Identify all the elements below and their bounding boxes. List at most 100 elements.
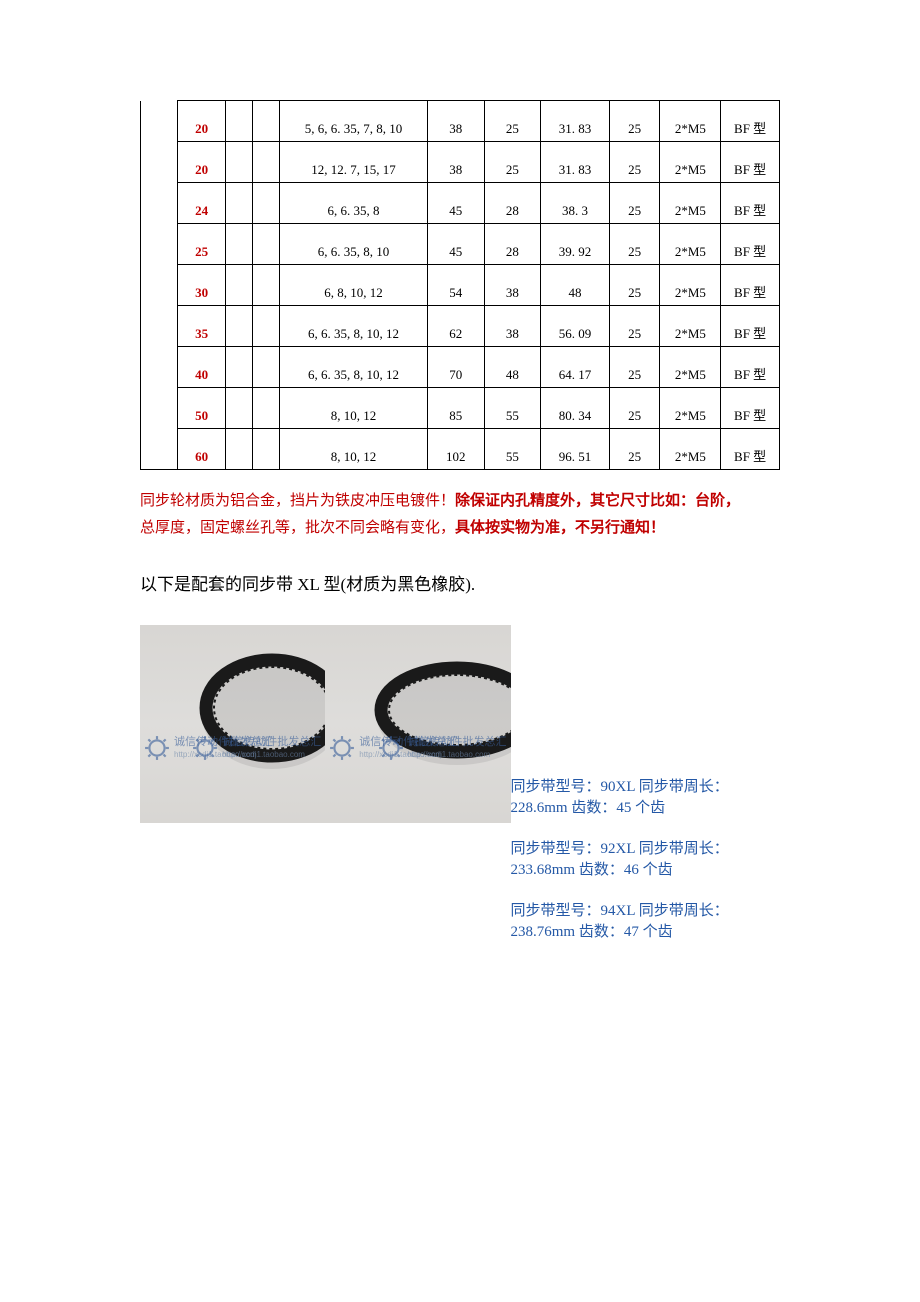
- table-row: 508, 10, 12855580. 34252*M5BF 型: [141, 388, 780, 429]
- col-d3: 96. 51: [541, 429, 610, 470]
- col-d1: 70: [427, 347, 484, 388]
- col-screw: 2*M5: [660, 265, 721, 306]
- col-type: BF 型: [721, 306, 780, 347]
- col-type: BF 型: [721, 347, 780, 388]
- belt-image-row: 诚信传动件批发总汇http://xcdj1.taobao.com 诚信传动件批发…: [140, 625, 780, 961]
- col-d3: 80. 34: [541, 388, 610, 429]
- spacer-cell: [253, 265, 280, 306]
- col-d3: 56. 09: [541, 306, 610, 347]
- teeth-count: 24: [177, 183, 226, 224]
- table-row: 406, 6. 35, 8, 10, 12704864. 17252*M5BF …: [141, 347, 780, 388]
- belt-spec-line: 同步带型号：94XL 同步带周长： 238.76mm 齿数：47 个齿: [511, 899, 780, 941]
- spacer-cell: [141, 429, 178, 470]
- note-bold: 具体按实物为准，不另行通知！: [455, 520, 665, 536]
- col-d4: 25: [609, 265, 660, 306]
- gear-icon: [192, 735, 218, 761]
- col-d2: 38: [484, 306, 541, 347]
- col-d3: 39. 92: [541, 224, 610, 265]
- table-row: 246, 6. 35, 8452838. 3252*M5BF 型: [141, 183, 780, 224]
- bore-sizes: 6, 8, 10, 12: [280, 265, 428, 306]
- bore-sizes: 8, 10, 12: [280, 388, 428, 429]
- belt-heading: 以下是配套的同步带 XL 型(材质为黑色橡胶).: [140, 570, 780, 595]
- table-row: 306, 8, 10, 12543848252*M5BF 型: [141, 265, 780, 306]
- teeth-count: 20: [177, 142, 226, 183]
- belt-spec-line: 同步带型号：92XL 同步带周长： 233.68mm 齿数：46 个齿: [511, 837, 780, 879]
- col-d2: 55: [484, 429, 541, 470]
- bore-sizes: 6, 6. 35, 8, 10, 12: [280, 347, 428, 388]
- spacer-cell: [226, 306, 253, 347]
- spacer-cell: [141, 142, 178, 183]
- col-d2: 25: [484, 142, 541, 183]
- spacer-cell: [141, 347, 178, 388]
- gear-icon: [144, 735, 170, 761]
- watermark: 诚信传动件批发总汇http://xcdj1.taobao.com: [192, 735, 321, 761]
- teeth-count: 35: [177, 306, 226, 347]
- table-row: 2012, 12. 7, 15, 17382531. 83252*M5BF 型: [141, 142, 780, 183]
- spacer-cell: [253, 429, 280, 470]
- watermark-text: 诚信传动件批发总汇http://xcdj1.taobao.com: [408, 736, 507, 760]
- col-screw: 2*M5: [660, 306, 721, 347]
- col-d1: 85: [427, 388, 484, 429]
- watermark-text: 诚信传动件批发总汇http://xcdj1.taobao.com: [222, 736, 321, 760]
- belt-spec-line: 同步带型号：90XL 同步带周长： 228.6mm 齿数：45 个齿: [511, 775, 780, 817]
- col-screw: 2*M5: [660, 101, 721, 142]
- col-screw: 2*M5: [660, 388, 721, 429]
- bore-sizes: 8, 10, 12: [280, 429, 428, 470]
- teeth-count: 50: [177, 388, 226, 429]
- bore-sizes: 6, 6. 35, 8: [280, 183, 428, 224]
- col-d4: 25: [609, 388, 660, 429]
- spacer-cell: [253, 388, 280, 429]
- table-row: 205, 6, 6. 35, 7, 8, 10382531. 83252*M5B…: [141, 101, 780, 142]
- spacer-cell: [226, 347, 253, 388]
- col-type: BF 型: [721, 265, 780, 306]
- col-d4: 25: [609, 224, 660, 265]
- col-d4: 25: [609, 142, 660, 183]
- col-d1: 38: [427, 101, 484, 142]
- spacer-cell: [141, 183, 178, 224]
- spacer-cell: [253, 101, 280, 142]
- belt-image-1: 诚信传动件批发总汇http://xcdj1.taobao.com 诚信传动件批发…: [140, 625, 325, 823]
- table-row: 608, 10, 121025596. 51252*M5BF 型: [141, 429, 780, 470]
- spacer-cell: [141, 224, 178, 265]
- col-d2: 28: [484, 224, 541, 265]
- spec-table: 205, 6, 6. 35, 7, 8, 10382531. 83252*M5B…: [140, 100, 780, 470]
- note-text: 总厚度，固定螺丝孔等，批次不同会略有变化，: [140, 520, 455, 536]
- col-screw: 2*M5: [660, 347, 721, 388]
- col-d3: 31. 83: [541, 142, 610, 183]
- col-d4: 25: [609, 306, 660, 347]
- belt-spec-list: 同步带型号：90XL 同步带周长： 228.6mm 齿数：45 个齿同步带型号：…: [511, 775, 780, 961]
- bore-sizes: 5, 6, 6. 35, 7, 8, 10: [280, 101, 428, 142]
- col-d3: 64. 17: [541, 347, 610, 388]
- col-d2: 38: [484, 265, 541, 306]
- spacer-cell: [141, 101, 178, 142]
- note-bold: 除保证内孔精度外，其它尺寸比如：台阶，: [455, 493, 740, 509]
- spacer-cell: [226, 183, 253, 224]
- bore-sizes: 12, 12. 7, 15, 17: [280, 142, 428, 183]
- col-d3: 48: [541, 265, 610, 306]
- col-d1: 45: [427, 183, 484, 224]
- col-d2: 55: [484, 388, 541, 429]
- spacer-cell: [226, 265, 253, 306]
- gear-icon: [378, 735, 404, 761]
- gear-icon: [329, 735, 355, 761]
- spacer-cell: [226, 101, 253, 142]
- col-screw: 2*M5: [660, 142, 721, 183]
- col-screw: 2*M5: [660, 224, 721, 265]
- col-screw: 2*M5: [660, 429, 721, 470]
- teeth-count: 25: [177, 224, 226, 265]
- col-d4: 25: [609, 347, 660, 388]
- spacer-cell: [226, 142, 253, 183]
- col-d4: 25: [609, 183, 660, 224]
- col-d3: 38. 3: [541, 183, 610, 224]
- col-type: BF 型: [721, 183, 780, 224]
- col-d4: 25: [609, 101, 660, 142]
- col-type: BF 型: [721, 224, 780, 265]
- teeth-count: 20: [177, 101, 226, 142]
- spec-table-body: 205, 6, 6. 35, 7, 8, 10382531. 83252*M5B…: [141, 101, 780, 470]
- col-d1: 54: [427, 265, 484, 306]
- belt-image-2: 诚信传动件批发总汇http://xcdj1.taobao.com 诚信传动件批发…: [325, 625, 510, 823]
- spacer-cell: [253, 142, 280, 183]
- col-d3: 31. 83: [541, 101, 610, 142]
- bore-sizes: 6, 6. 35, 8, 10, 12: [280, 306, 428, 347]
- col-type: BF 型: [721, 429, 780, 470]
